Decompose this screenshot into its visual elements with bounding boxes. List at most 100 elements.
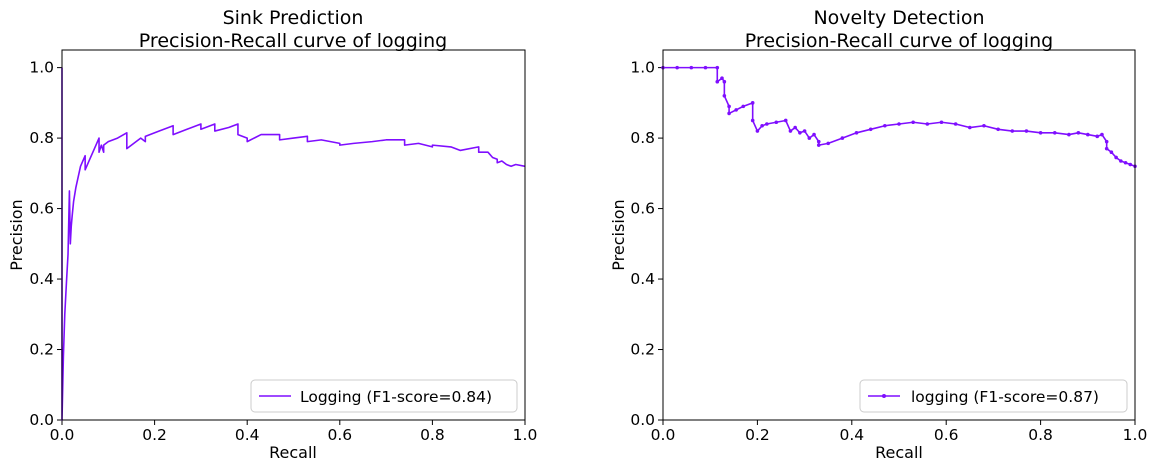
data-point: [1100, 132, 1104, 137]
y-tick-label: 0.8: [630, 129, 655, 147]
y-axis-label: Precision: [609, 199, 628, 270]
data-point: [760, 123, 764, 128]
y-tick-label: 0.2: [630, 341, 655, 359]
series-line: [663, 66, 1136, 168]
chart-subtitle: Precision-Recall curve of logging: [745, 30, 1053, 52]
data-point: [727, 104, 731, 109]
data-point: [1104, 139, 1109, 144]
data-point: [1076, 131, 1081, 135]
x-tick-label: 0.0: [651, 426, 676, 444]
x-tick-label: 0.4: [235, 426, 260, 444]
x-tick-label: 0.8: [1028, 426, 1053, 444]
data-point: [939, 120, 944, 125]
data-point: [741, 104, 746, 109]
x-tick-label: 1.0: [513, 426, 538, 444]
x-tick-label: 0.2: [745, 426, 770, 444]
y-tick-label: 0.6: [630, 200, 655, 218]
sink-prediction-chart: Sink Prediction Precision-Recall curve o…: [7, 7, 537, 462]
data-point: [675, 65, 679, 70]
data-point: [953, 122, 958, 126]
data-point: [1024, 129, 1029, 133]
data-point: [1052, 131, 1057, 135]
y-tick-label: 0.0: [29, 411, 54, 429]
data-point: [1038, 131, 1043, 135]
data-point: [982, 123, 986, 128]
data-point: [750, 101, 755, 105]
data-point: [755, 129, 760, 133]
data-point: [727, 111, 731, 116]
series-layer: [61, 67, 526, 421]
data-point: [734, 108, 738, 112]
data-point: [911, 120, 915, 125]
x-tick-label: 1.0: [1123, 426, 1148, 444]
legend: logging (F1-score=0.87): [859, 379, 1128, 413]
data-point: [807, 136, 812, 140]
data-point: [722, 94, 727, 98]
data-point: [798, 131, 802, 135]
series-layer: [661, 65, 1137, 169]
data-point: [868, 127, 873, 132]
chart-title: Novelty Detection: [813, 7, 984, 29]
data-point: [897, 122, 901, 126]
data-point: [1067, 132, 1071, 137]
data-point: [925, 122, 930, 126]
data-point: [1119, 159, 1123, 163]
y-tick-label: 0.0: [630, 411, 655, 429]
data-point: [854, 131, 859, 135]
plot-frame: [662, 49, 1136, 421]
data-point: [720, 76, 724, 80]
data-point: [774, 120, 779, 125]
x-tick-label: 0.0: [50, 426, 75, 444]
novelty-detection-chart: Novelty Detection Precision-Recall curve…: [609, 7, 1147, 462]
data-point: [802, 129, 807, 133]
data-point: [968, 125, 972, 130]
data-point: [715, 65, 720, 70]
y-tick-label: 0.4: [630, 270, 655, 288]
data-point: [883, 123, 887, 128]
data-point: [816, 139, 821, 144]
legend-entry-label: Logging (F1-score=0.84): [300, 388, 492, 406]
legend: Logging (F1-score=0.84): [250, 379, 518, 413]
legend-box: [250, 379, 518, 413]
x-tick-label: 0.4: [839, 426, 864, 444]
tick-layer: 0.0 0.2 0.4 0.6 0.8 1.0 0.0 0.2 0.4 0.6 0.8 1.0: [29, 59, 537, 444]
x-tick-label: 0.6: [934, 426, 959, 444]
data-point: [1086, 132, 1090, 137]
data-point: [703, 65, 708, 70]
data-point: [765, 122, 769, 126]
y-tick-label: 0.2: [29, 341, 54, 359]
legend-marker: [882, 394, 886, 398]
chart-subtitle: Precision-Recall curve of logging: [139, 30, 447, 52]
data-point: [715, 79, 720, 84]
tick-layer: 0.0 0.2 0.4 0.6 0.8 1.0 0.0 0.2 0.4 0.6 0.8 1.0: [630, 59, 1147, 444]
plot-frame: [61, 49, 526, 421]
legend-box: [859, 379, 1128, 413]
y-tick-label: 0.8: [29, 129, 54, 147]
data-point: [1104, 146, 1109, 151]
x-tick-label: 0.6: [327, 426, 352, 444]
data-point: [783, 118, 788, 123]
data-point: [750, 118, 755, 123]
data-point: [689, 65, 694, 70]
data-point: [840, 136, 845, 140]
x-tick-label: 0.2: [142, 426, 167, 444]
y-tick-label: 0.6: [29, 200, 54, 218]
x-axis-label: Recall: [269, 443, 317, 462]
y-tick-label: 1.0: [29, 59, 54, 77]
data-point: [1109, 150, 1114, 154]
x-tick-label: 0.8: [420, 426, 445, 444]
chart-title: Sink Prediction: [223, 7, 364, 29]
data-point: [722, 79, 727, 84]
data-point: [1010, 129, 1015, 133]
data-point: [816, 143, 821, 147]
data-point: [1114, 155, 1118, 160]
data-point: [996, 127, 1000, 132]
series-line: [61, 67, 526, 421]
data-point: [826, 141, 830, 146]
data-point: [1123, 160, 1128, 165]
data-point: [793, 125, 797, 130]
data-point: [1128, 162, 1133, 167]
y-tick-label: 1.0: [630, 59, 655, 77]
data-point: [1095, 134, 1100, 139]
